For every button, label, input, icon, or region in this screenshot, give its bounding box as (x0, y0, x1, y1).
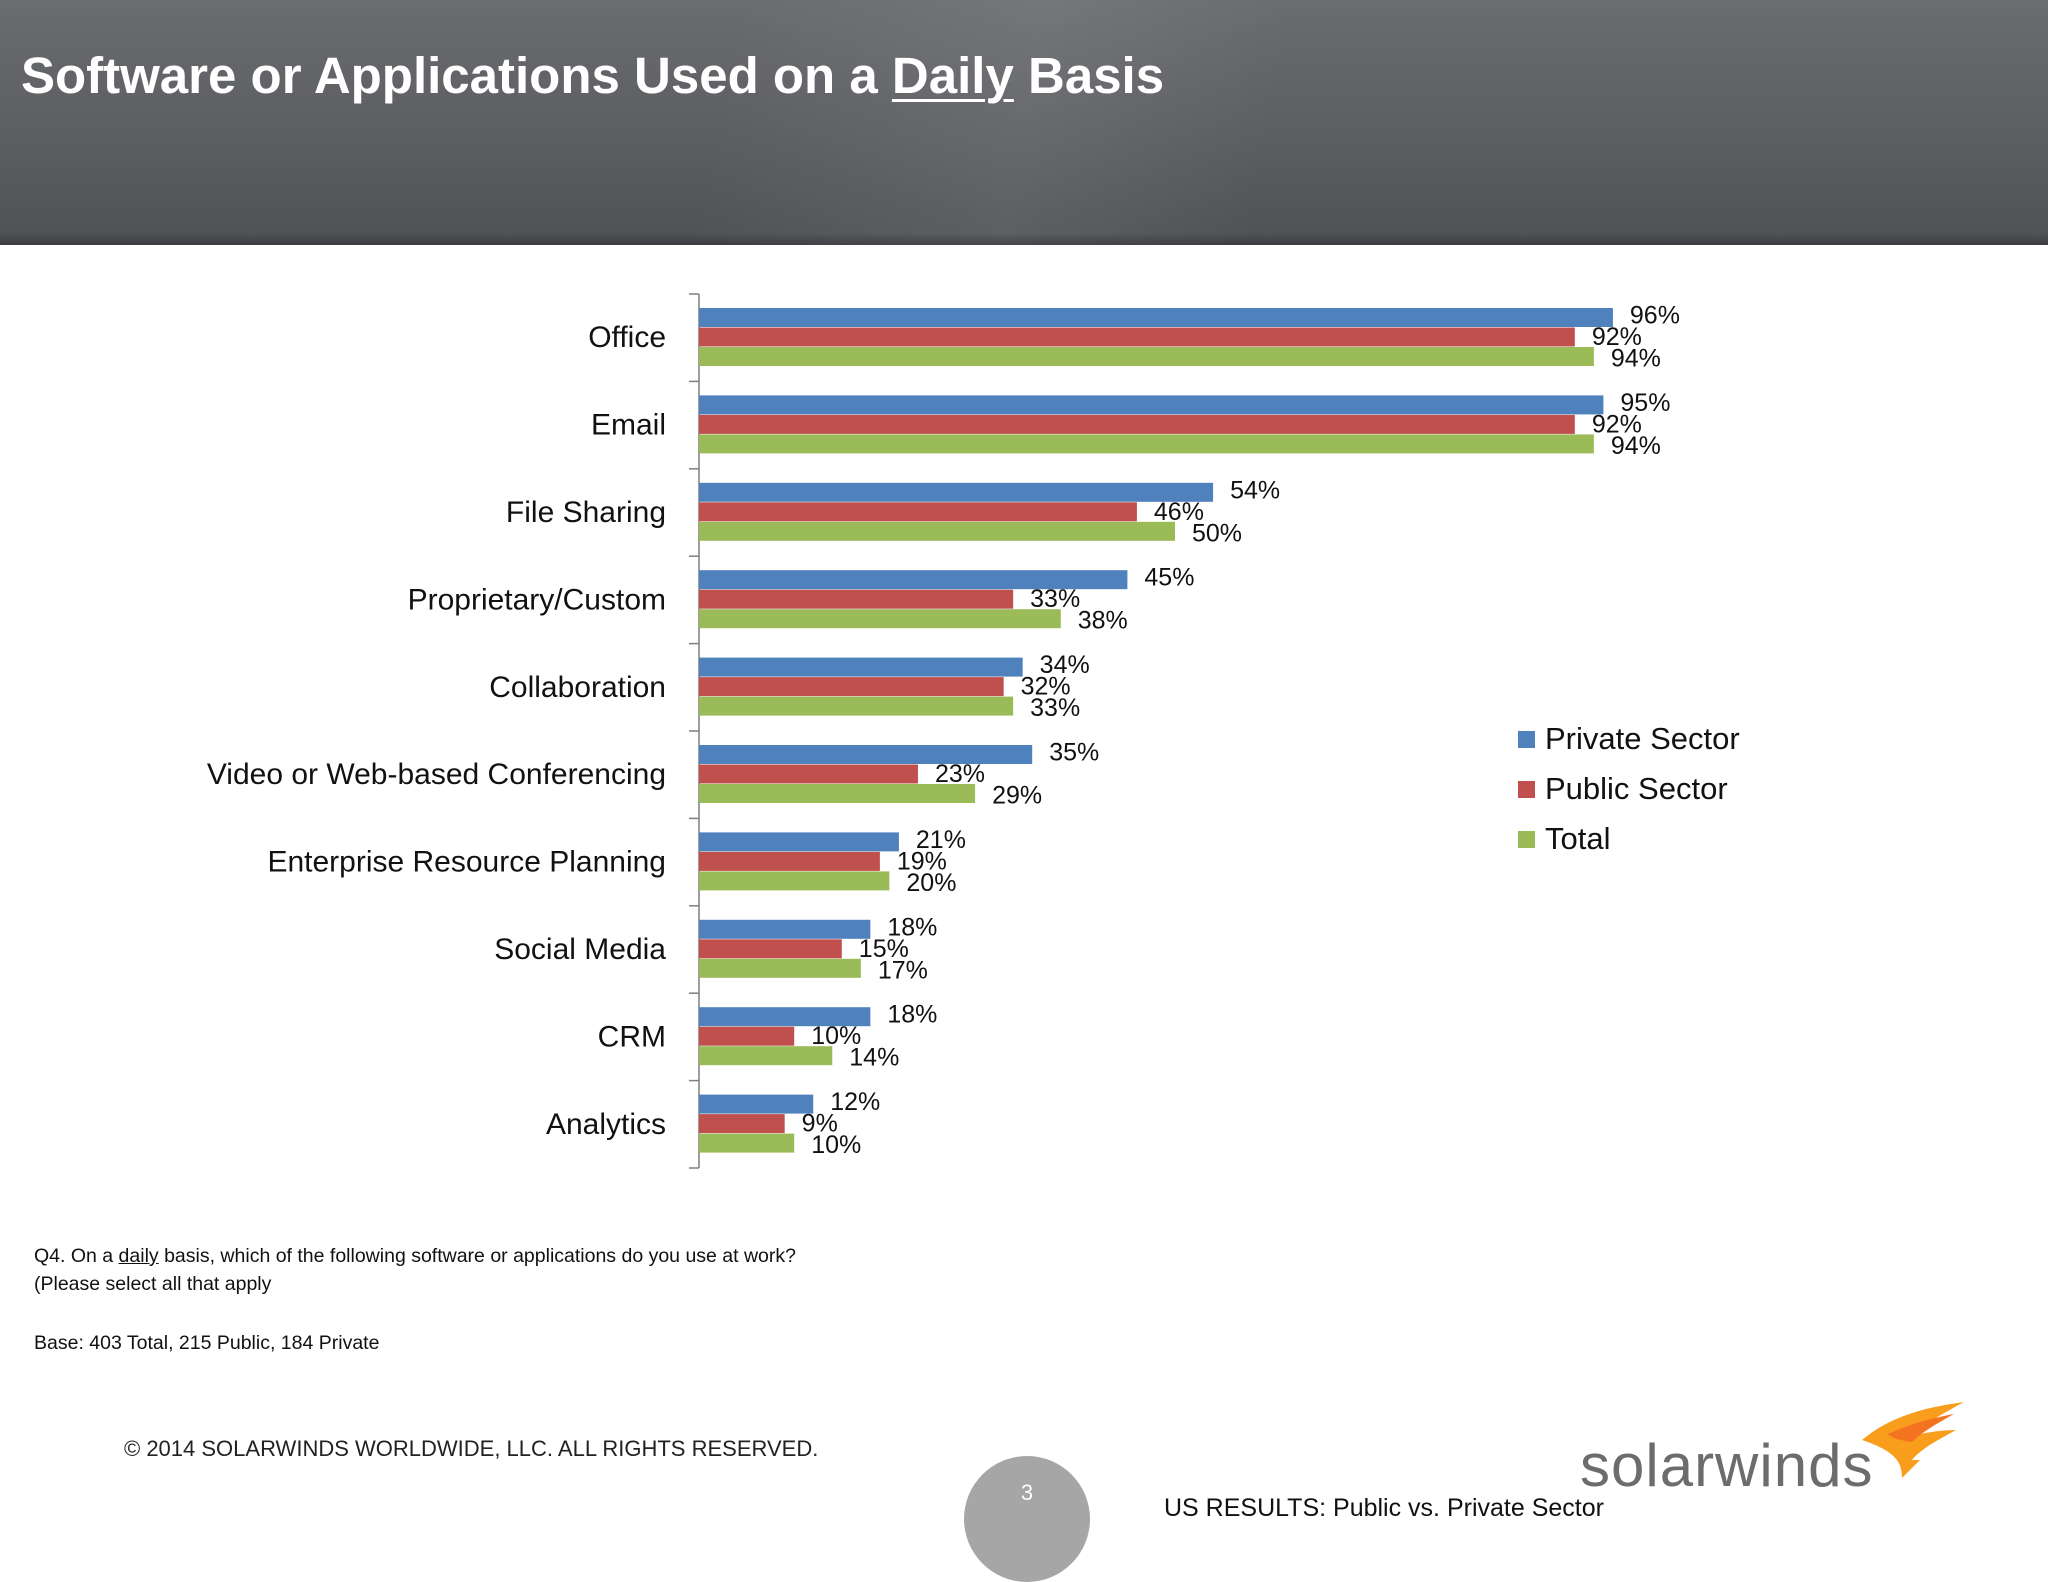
page-number: 3 (1020, 1480, 1034, 1505)
legend-item: Public Sector (1518, 764, 1740, 814)
question-note: Q4. On a daily basis, which of the follo… (34, 1242, 814, 1298)
bar-public-sector (699, 327, 1575, 347)
bar-total (699, 1133, 795, 1153)
bar-private-sector (699, 1007, 871, 1027)
category-label: Office (588, 321, 666, 354)
data-label: 18% (887, 913, 937, 941)
title-text-end: Basis (1013, 47, 1165, 104)
data-label: 35% (1049, 739, 1099, 767)
bar-private-sector (699, 1094, 814, 1114)
legend-label: Total (1545, 821, 1611, 856)
bar-total (699, 696, 1014, 716)
data-label: 94% (1611, 432, 1661, 460)
question-emphasis: daily (118, 1245, 159, 1267)
chart-legend: Private Sector Public Sector Total (1518, 714, 1740, 864)
bar-private-sector (699, 570, 1128, 590)
page-number-badge: 3 (964, 1456, 1090, 1582)
category-label: Video or Web-based Conferencing (207, 758, 666, 791)
data-label: 95% (1620, 389, 1670, 417)
data-label: 38% (1078, 607, 1128, 635)
bar-total (699, 609, 1061, 629)
data-label: 21% (916, 826, 966, 854)
title-text-start: Software or Applications Used on a (21, 47, 892, 104)
bar-public-sector (699, 677, 1004, 697)
bar-public-sector (699, 1026, 795, 1046)
data-label: 20% (906, 869, 956, 897)
category-label: Proprietary/Custom (408, 583, 666, 616)
bar-total (699, 871, 890, 891)
logo-wordmark: solarwinds (1580, 1432, 1874, 1499)
bar-public-sector (699, 589, 1014, 609)
data-label: 46% (1154, 498, 1204, 526)
category-label: Collaboration (489, 671, 666, 704)
solarwinds-logo: solarwinds (1580, 1400, 2000, 1510)
header-banner: Software or Applications Used on a Daily… (0, 0, 2048, 245)
data-label: 23% (935, 760, 985, 788)
data-label: 14% (849, 1044, 899, 1072)
category-label: Analytics (546, 1108, 666, 1141)
legend-swatch (1518, 780, 1535, 798)
bar-private-sector (699, 657, 1023, 677)
bar-public-sector (699, 502, 1137, 522)
section-footer: US RESULTS: Public vs. Private Sector (1164, 1494, 1604, 1522)
data-label: 92% (1592, 323, 1642, 351)
category-label: Enterprise Resource Planning (267, 846, 666, 879)
question-text-end: basis, which of the following software o… (34, 1245, 796, 1295)
bar-private-sector (699, 395, 1604, 415)
category-label: Email (591, 409, 666, 442)
bar-public-sector (699, 851, 880, 871)
data-label: 50% (1192, 519, 1242, 547)
category-label: CRM (598, 1020, 666, 1053)
flame-icon (1862, 1402, 1964, 1478)
data-label: 96% (1630, 302, 1680, 330)
data-label: 12% (830, 1088, 880, 1116)
bar-private-sector (699, 832, 899, 852)
data-label: 9% (802, 1110, 838, 1138)
bar-public-sector (699, 414, 1575, 434)
bar-total (699, 521, 1175, 541)
bar-private-sector (699, 745, 1033, 764)
legend-swatch (1518, 830, 1535, 848)
legend-swatch (1518, 730, 1535, 748)
data-label: 92% (1592, 410, 1642, 438)
category-label: Social Media (494, 933, 666, 966)
data-label: 15% (859, 935, 909, 963)
bar-total (699, 347, 1594, 366)
bar-total (699, 958, 861, 978)
base-note: Base: 403 Total, 215 Public, 184 Private (34, 1332, 380, 1354)
data-label: 54% (1230, 476, 1280, 504)
bar-public-sector (699, 764, 918, 784)
data-label: 10% (811, 1022, 861, 1050)
data-label: 18% (887, 1001, 937, 1029)
bar-total (699, 784, 976, 803)
question-text-start: Q4. On a (34, 1245, 119, 1267)
legend-item: Private Sector (1518, 714, 1740, 764)
legend-label: Public Sector (1545, 771, 1728, 806)
title-emphasis: Daily (891, 47, 1014, 104)
bar-private-sector (699, 308, 1613, 327)
data-label: 29% (992, 782, 1042, 810)
legend-item: Total (1518, 814, 1740, 864)
bar-private-sector (699, 482, 1214, 502)
data-label: 45% (1144, 564, 1194, 592)
bar-public-sector (699, 1114, 785, 1134)
data-label: 33% (1030, 694, 1080, 722)
legend-label: Private Sector (1545, 721, 1740, 756)
data-label: 17% (878, 956, 928, 984)
bar-public-sector (699, 939, 842, 959)
data-label: 19% (897, 847, 947, 875)
bar-private-sector (699, 919, 871, 939)
category-label: File Sharing (506, 496, 666, 529)
data-label: 33% (1030, 585, 1080, 613)
page-title: Software or Applications Used on a Daily… (21, 46, 1164, 105)
data-label: 10% (811, 1131, 861, 1159)
bar-total (699, 1046, 833, 1066)
bar-total (699, 434, 1594, 454)
data-label: 34% (1040, 651, 1090, 679)
data-label: 94% (1611, 345, 1661, 373)
copyright-text: © 2014 SOLARWINDS WORLDWIDE, LLC. ALL RI… (124, 1436, 819, 1461)
data-label: 32% (1021, 673, 1071, 701)
